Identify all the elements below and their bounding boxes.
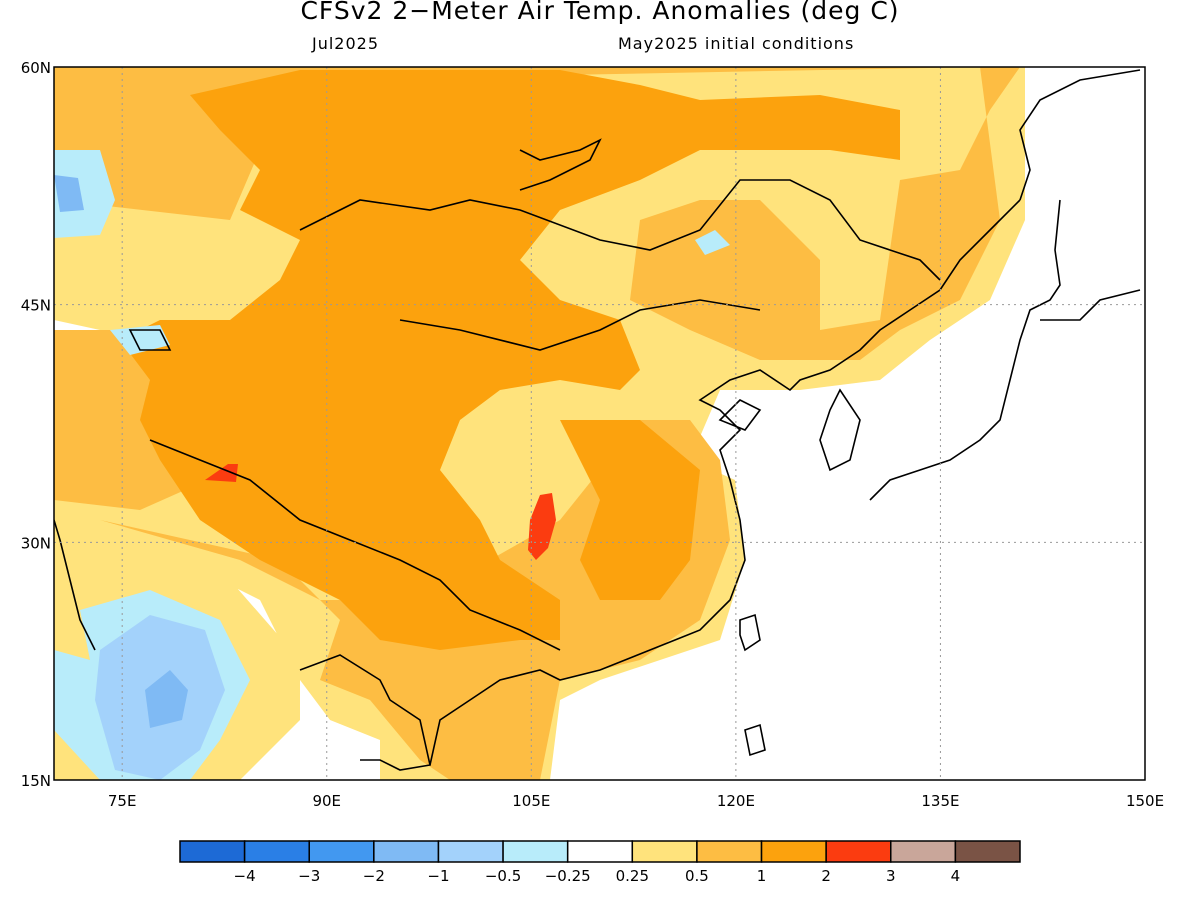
- colorbar-label-4: −0.5: [485, 867, 521, 885]
- colorbar-label-0: −4: [234, 867, 256, 885]
- colorbar-label-2: −2: [363, 867, 385, 885]
- colorbar-label-11: 4: [951, 867, 961, 885]
- colorbar-label-5: −0.25: [545, 867, 591, 885]
- colorbar-bin-7: [631, 840, 698, 863]
- lat-tick-label-2: 30N: [21, 534, 51, 552]
- colorbar-bin-5: [502, 840, 569, 863]
- longitude-labels: 75E 90E 105E 120E 135E 150E: [108, 792, 1164, 810]
- colorbar-bin-0: [179, 840, 246, 863]
- colorbar-bin-10: [825, 840, 892, 863]
- anomaly-region-cool-central-asia: [54, 150, 170, 355]
- initial-conditions: May2025 initial conditions: [618, 34, 855, 53]
- lon-tick-label-4: 135E: [921, 792, 959, 810]
- colorbar-label-7: 0.5: [685, 867, 709, 885]
- colorbar-bin-2: [308, 840, 375, 863]
- colorbar-label-3: −1: [427, 867, 449, 885]
- chart-title: CFSv2 2−Meter Air Temp. Anomalies (deg C…: [300, 0, 900, 25]
- colorbar-label-8: 1: [757, 867, 767, 885]
- coastlines-and-borders: [54, 69, 1141, 771]
- colorbar-bin-8: [696, 840, 763, 863]
- colorbar-bin-1: [243, 840, 310, 863]
- colorbar-label-9: 2: [821, 867, 831, 885]
- lat-tick-label-1: 45N: [21, 297, 51, 315]
- anomaly-region-cool-core: [54, 175, 84, 212]
- anomaly-region-very-hot-sichuan: [528, 493, 556, 560]
- anomaly-region-coolest-india: [145, 670, 188, 728]
- lon-tick-label-0: 75E: [108, 792, 137, 810]
- lon-tick-label-5: 150E: [1126, 792, 1164, 810]
- colorbar-bin-4: [437, 840, 504, 863]
- lat-tick-label-3: 15N: [21, 772, 51, 790]
- anomaly-region-very-hot-tibet: [205, 464, 238, 482]
- map-frame: [53, 66, 1146, 781]
- anomaly-region-warm: [54, 67, 1020, 780]
- lat-tick-label-0: 60N: [21, 59, 51, 77]
- latitude-labels: 60N 45N 30N 15N: [21, 59, 51, 790]
- colorbar-bin-12: [954, 840, 1021, 863]
- forecast-month: Jul2025: [312, 34, 380, 53]
- anomaly-fields: [54, 67, 1145, 780]
- lon-tick-label-3: 120E: [717, 792, 755, 810]
- colorbar-bin-6: [566, 840, 634, 863]
- colorbar-label-6: 0.25: [616, 867, 649, 885]
- anomaly-region-hot: [120, 70, 900, 650]
- colorbar-bin-3: [373, 840, 440, 863]
- anomaly-region-cool-manchuria: [695, 230, 730, 255]
- lon-tick-label-2: 105E: [512, 792, 550, 810]
- colorbar-bin-9: [760, 840, 827, 863]
- lon-tick-label-1: 90E: [312, 792, 341, 810]
- colorbar-bin-11: [890, 840, 957, 863]
- colorbar-label-10: 3: [886, 867, 896, 885]
- colorbar-label-1: −3: [298, 867, 320, 885]
